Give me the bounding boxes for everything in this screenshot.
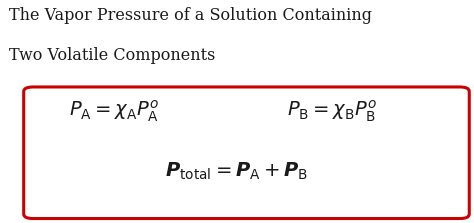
FancyBboxPatch shape	[24, 87, 469, 219]
Text: $P_{\mathrm{B}} = \chi_{\mathrm{B}} P^{o}_{\mathrm{B}}$: $P_{\mathrm{B}} = \chi_{\mathrm{B}} P^{o…	[287, 98, 377, 124]
Text: Two Volatile Components: Two Volatile Components	[9, 47, 215, 64]
Text: The Vapor Pressure of a Solution Containing: The Vapor Pressure of a Solution Contain…	[9, 7, 372, 24]
Text: $P_{\mathrm{A}} = \chi_{\mathrm{A}} P^{o}_{\mathrm{A}}$: $P_{\mathrm{A}} = \chi_{\mathrm{A}} P^{o…	[69, 98, 159, 124]
Text: $\boldsymbol{P}_{\mathrm{total}} = \boldsymbol{P}_{\mathrm{A}} + \boldsymbol{P}_: $\boldsymbol{P}_{\mathrm{total}} = \bold…	[165, 161, 309, 182]
